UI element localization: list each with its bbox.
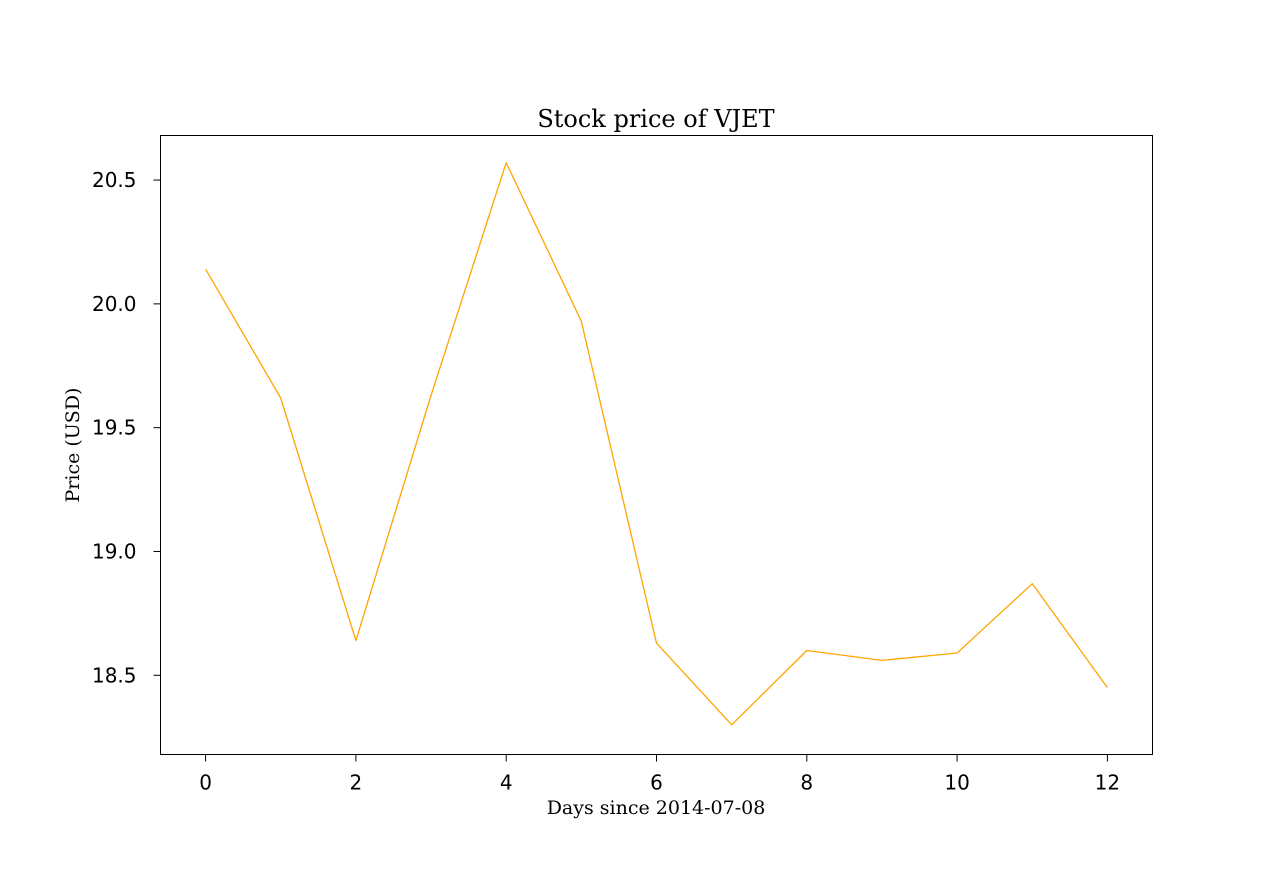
x-tick-label: 12 — [1095, 771, 1120, 795]
y-axis-label: Price (USD) — [62, 388, 84, 503]
chart-title: Stock price of VJET — [537, 105, 774, 133]
series-layer — [205, 162, 1108, 726]
x-tick-label: 0 — [199, 771, 212, 795]
plot-frame — [160, 135, 1153, 755]
y-tick-label: 19.0 — [92, 539, 137, 563]
y-tick-label: 20.0 — [92, 292, 137, 316]
plot-area — [160, 135, 1153, 755]
series-line-0 — [205, 162, 1108, 726]
y-tick-label: 18.5 — [92, 663, 137, 687]
y-axis: 18.5 19.0 19.5 20.0 20.5 — [92, 168, 161, 687]
x-tick-label: 4 — [500, 771, 513, 795]
x-tick-label: 10 — [944, 771, 969, 795]
x-axis: 0 2 4 6 8 10 12 — [199, 754, 1120, 795]
x-axis-label: Days since 2014-07-08 — [547, 797, 766, 819]
x-tick-label: 6 — [650, 771, 663, 795]
x-tick-label: 8 — [800, 771, 813, 795]
x-tick-label: 2 — [350, 771, 363, 795]
y-tick-label: 19.5 — [92, 416, 137, 440]
y-tick-label: 20.5 — [92, 168, 137, 192]
